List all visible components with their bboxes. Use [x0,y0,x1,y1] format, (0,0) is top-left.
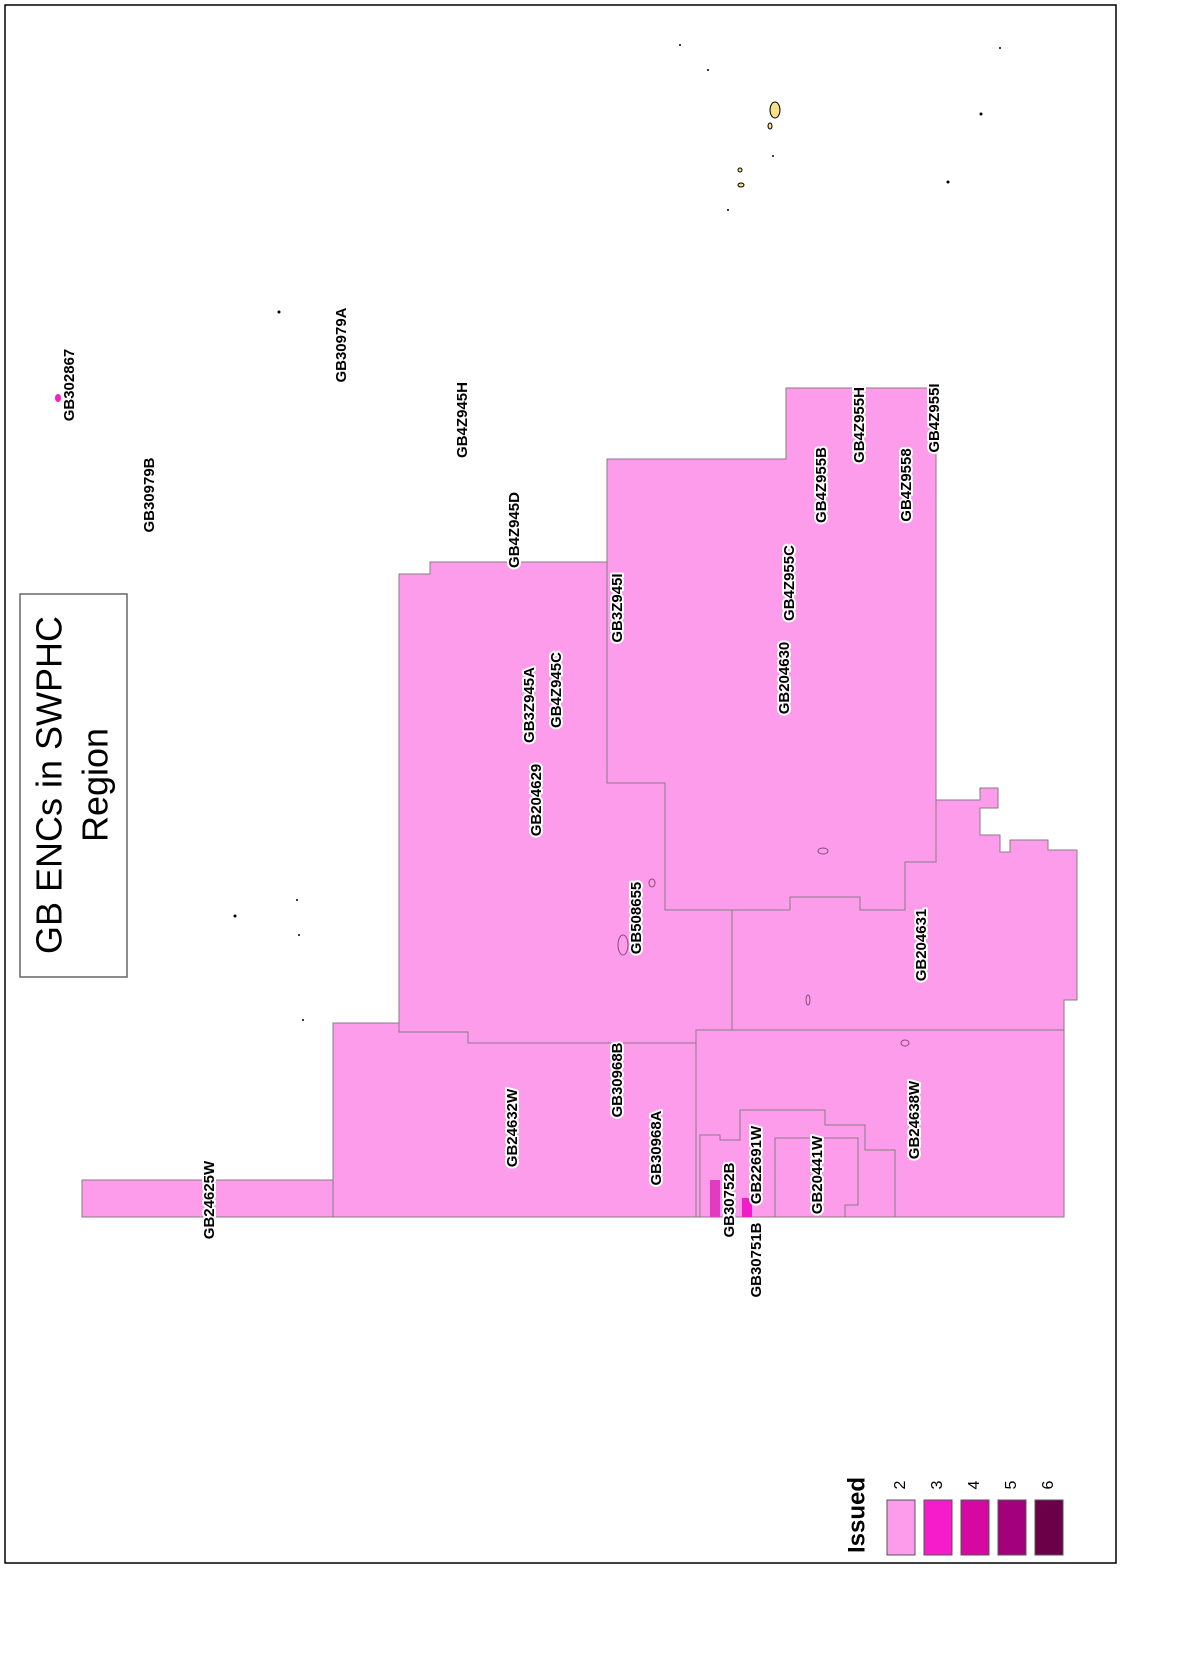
island [979,112,983,116]
legend-swatch [960,1499,990,1556]
cell-label: GB30979B [141,457,158,532]
island [999,47,1001,49]
cell-label: GB30752B [721,1162,738,1237]
cell-label: GB508655 [628,882,645,955]
island [737,182,745,188]
cell-label: GB4Z955C [781,545,798,621]
cell-label: GB204631 [913,909,930,982]
cell-label: GB22691W [748,1125,765,1204]
island [769,101,781,119]
cell-label: GB24625W [201,1160,218,1239]
map-title: GB ENCs in SWPHC [29,616,70,954]
island [946,180,950,184]
map-title: Region [75,728,116,842]
island [727,209,729,211]
legend-label: 2 [892,1480,909,1489]
cells [55,387,1078,1218]
legend-label: 6 [1040,1480,1057,1489]
cell-label: GB4Z955H [851,387,868,463]
cell-label: GB30968B [609,1042,626,1117]
legend-label: 3 [929,1480,946,1489]
island [277,310,281,314]
cell-label: GB204629 [528,764,545,837]
cell-area [710,1180,720,1217]
island [233,914,237,918]
island [298,934,300,936]
island [772,155,774,157]
cell-border [699,1109,896,1217]
cell-area [695,1029,1065,1218]
legend-swatch [1034,1499,1064,1556]
cell-border [774,1137,859,1217]
legend-label: 5 [1003,1480,1020,1489]
legend: Issued 2 3 4 5 6 [843,1477,1064,1556]
cell-label: GB3Z945A [521,667,538,743]
legend-label: 4 [966,1480,983,1489]
island [737,167,743,173]
island [767,122,773,130]
cell-area [742,1198,752,1217]
island [817,847,829,855]
cell-label: GB302867 [61,349,78,422]
cell-label: GB4Z945H [454,382,471,458]
title-box [19,593,128,978]
island [617,934,629,956]
cell-label: GB30979A [333,307,350,382]
labels: GB302867 GB30979B GB30979A GB4Z945H GB4Z945D… [59,305,945,1299]
legend-swatch [997,1499,1027,1556]
island [679,44,681,46]
cell-label: GB4Z9558 [898,448,915,521]
island [55,394,61,402]
cell-area [81,1179,334,1218]
island [296,899,298,901]
legend-swatch [923,1499,953,1556]
cell-label: GB24638W [906,1080,923,1159]
cell-label: GB24632W [504,1088,521,1167]
cell-label: GB30751B [748,1222,765,1297]
legend-title: Issued [843,1477,870,1553]
island [900,1039,910,1047]
island [302,1019,304,1021]
islands [233,44,1001,1021]
legend-swatch [886,1499,916,1556]
cell-label: GB4Z945C [548,652,565,728]
cell-label: GB3Z945I [609,573,626,642]
cell-label: GB4Z955I [926,383,943,452]
cell-label: GB30968A [648,1110,665,1185]
island [648,878,656,888]
cell-label: GB204630 [776,642,793,715]
cell-area [731,787,1078,1031]
cell-label: GB20441W [809,1135,826,1214]
cell-label: GB4Z955B [813,447,830,523]
island [707,69,709,71]
cell-label: GB4Z945D [506,492,523,568]
island [805,994,811,1006]
